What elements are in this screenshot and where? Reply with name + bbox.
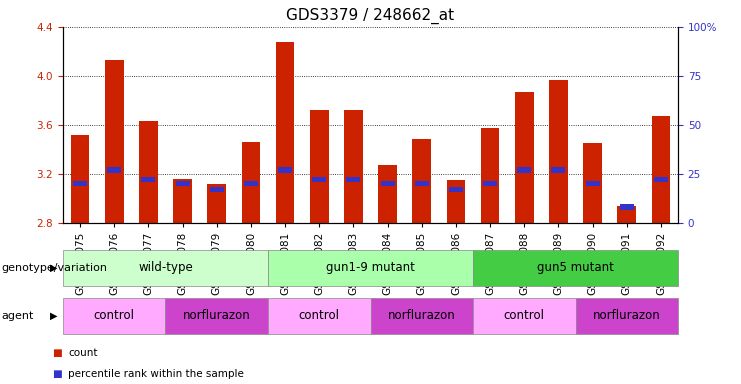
Bar: [346, 177, 360, 182]
Bar: [70, 135, 90, 223]
Bar: [312, 177, 326, 182]
Text: control: control: [299, 310, 339, 322]
Bar: [549, 79, 568, 223]
Bar: [585, 181, 599, 186]
Bar: [515, 92, 534, 223]
Bar: [449, 187, 463, 192]
Bar: [617, 205, 637, 223]
Bar: [381, 181, 395, 186]
Title: GDS3379 / 248662_at: GDS3379 / 248662_at: [287, 8, 454, 24]
Bar: [483, 181, 497, 186]
Text: ▶: ▶: [50, 263, 58, 273]
Bar: [142, 177, 156, 182]
Bar: [244, 181, 258, 186]
Text: agent: agent: [1, 311, 34, 321]
Bar: [583, 143, 602, 223]
Bar: [104, 60, 124, 223]
Text: control: control: [504, 310, 545, 322]
Bar: [378, 165, 397, 223]
Bar: [210, 187, 224, 192]
Text: norflurazon: norflurazon: [388, 310, 456, 322]
Text: percentile rank within the sample: percentile rank within the sample: [68, 369, 244, 379]
Bar: [551, 167, 565, 172]
Bar: [447, 180, 465, 223]
Text: ■: ■: [52, 369, 62, 379]
Text: ■: ■: [52, 348, 62, 358]
Bar: [517, 167, 531, 172]
Text: gun1-9 mutant: gun1-9 mutant: [326, 262, 415, 274]
Bar: [139, 121, 158, 223]
Bar: [654, 177, 668, 182]
Text: count: count: [68, 348, 98, 358]
Bar: [278, 167, 292, 172]
Bar: [415, 181, 429, 186]
Bar: [242, 142, 260, 223]
Text: norflurazon: norflurazon: [593, 310, 661, 322]
Text: genotype/variation: genotype/variation: [1, 263, 107, 273]
Bar: [619, 204, 634, 210]
Bar: [276, 41, 294, 223]
Text: norflurazon: norflurazon: [183, 310, 250, 322]
Bar: [73, 181, 87, 186]
Bar: [344, 110, 363, 223]
Text: wild-type: wild-type: [138, 262, 193, 274]
Text: ▶: ▶: [50, 311, 58, 321]
Text: control: control: [94, 310, 135, 322]
Bar: [412, 139, 431, 223]
Bar: [207, 184, 226, 223]
Bar: [651, 116, 671, 223]
Bar: [176, 181, 190, 186]
Bar: [173, 179, 192, 223]
Bar: [310, 110, 329, 223]
Bar: [481, 129, 499, 223]
Bar: [107, 167, 122, 172]
Text: gun5 mutant: gun5 mutant: [537, 262, 614, 274]
